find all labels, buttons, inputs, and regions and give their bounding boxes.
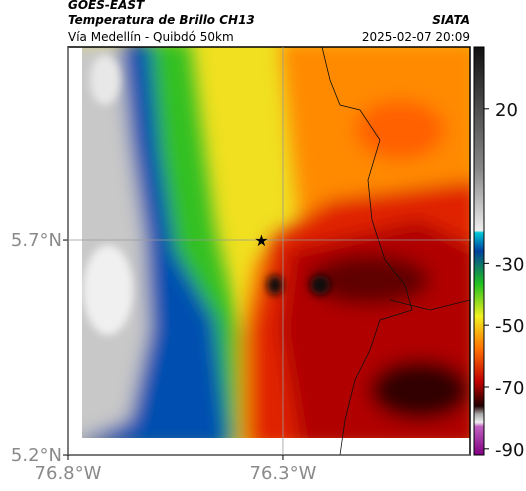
lon-tick-label: 76.3°W [250,463,317,484]
datetime: 2025-02-07 20:09 [362,30,470,44]
lat-tick-label: 5.2°N [11,445,62,466]
lon-tick-label: 76.8°W [35,463,102,484]
location-marker: ★ [254,231,268,250]
title: Temperatura de Brillo CH13 [68,13,255,27]
colorbar-tick-label: 20 [495,100,518,121]
colorbar-tick-label: -70 [495,378,524,399]
border [389,299,471,311]
lat-tick-label: 5.7°N [11,230,62,251]
colorbar-tick-label: -30 [495,254,524,275]
border [321,46,413,456]
colorbar-tick-label: -90 [495,440,524,461]
source: GOES-EAST [68,0,145,12]
subtitle: Vía Medellín - Quibdó 50km [68,30,234,44]
colorbar [473,46,485,456]
temperature-field [82,47,470,438]
org: SIATA [432,13,470,27]
colorbar-tick-label: -50 [495,316,524,337]
